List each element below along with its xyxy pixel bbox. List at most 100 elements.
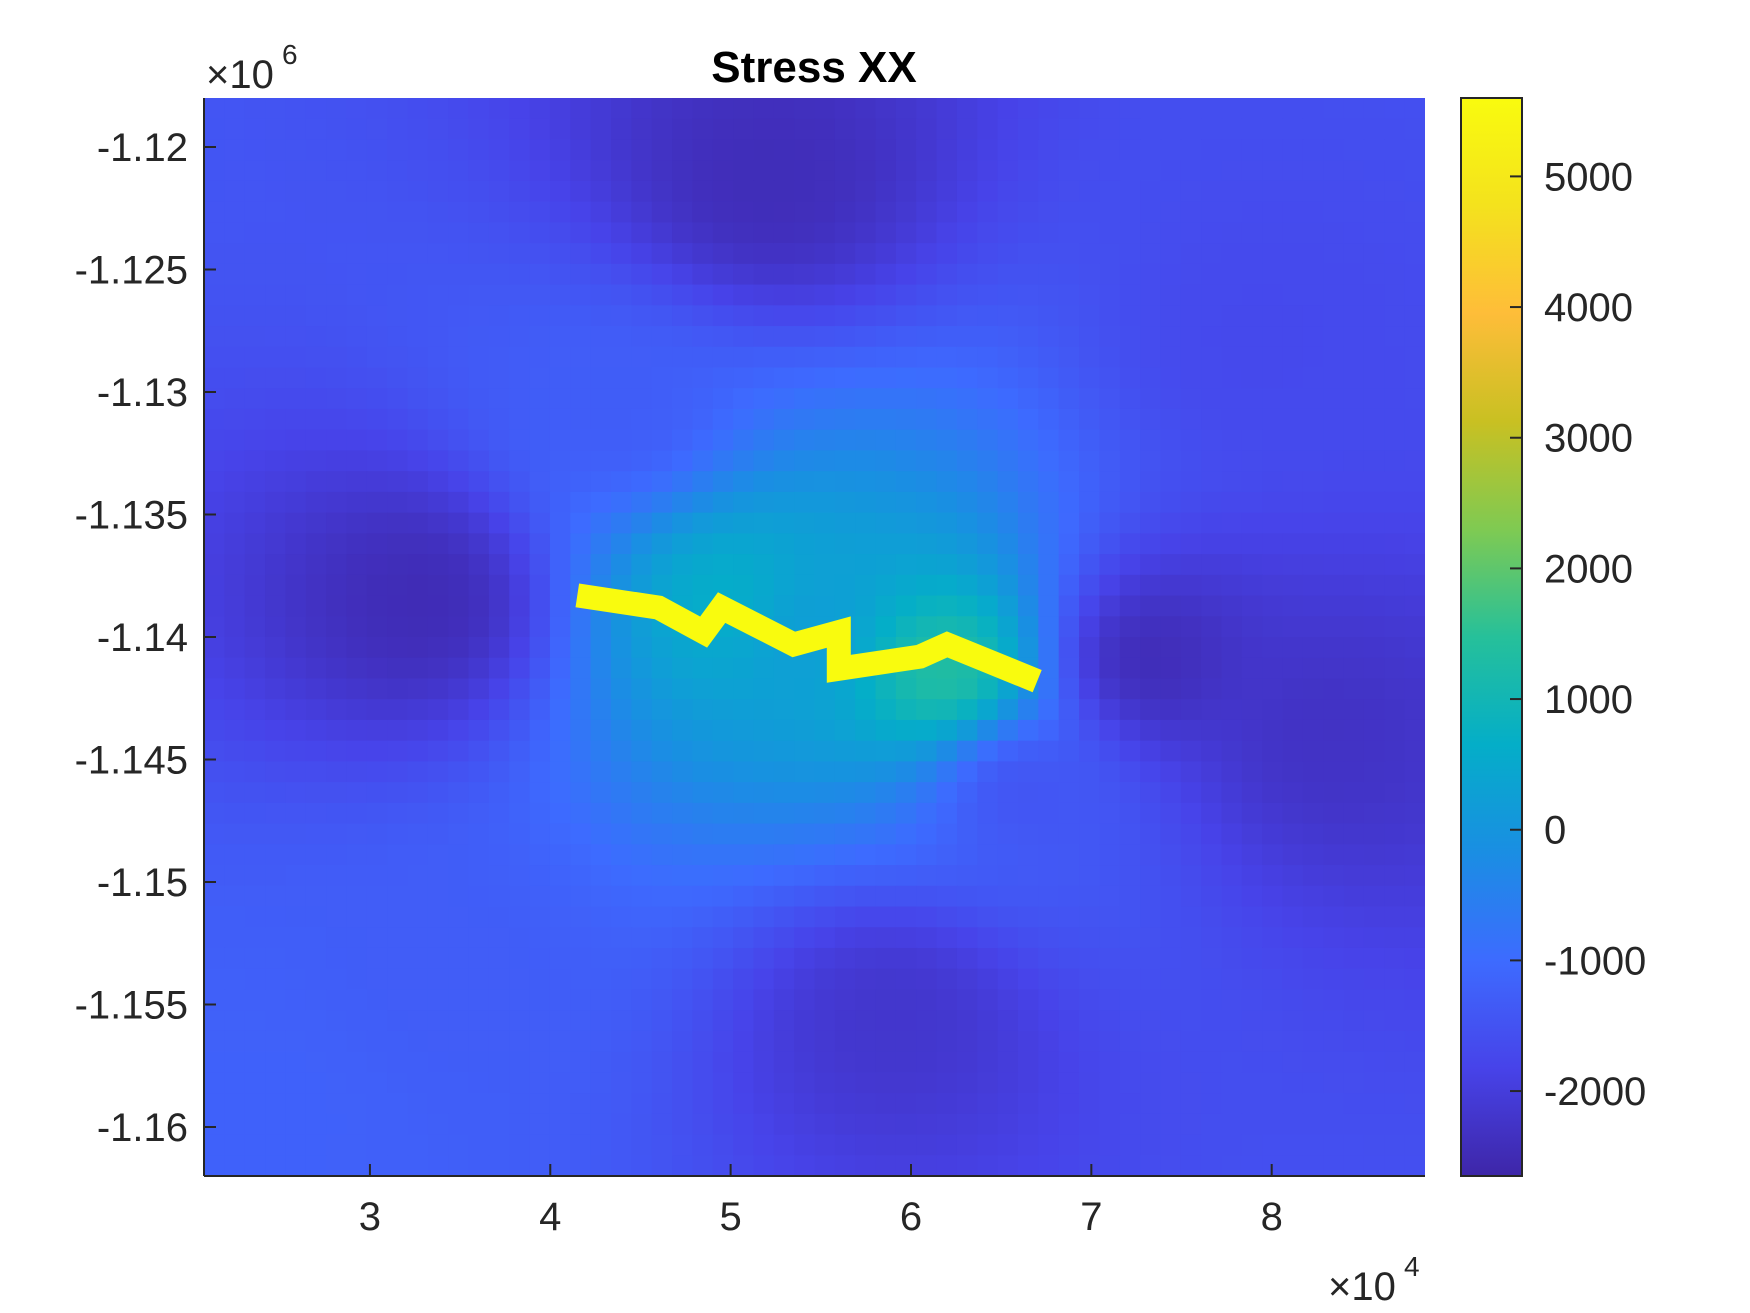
heatmap-cell <box>204 678 226 700</box>
heatmap-cell <box>895 823 918 846</box>
heatmap-cell <box>977 1010 999 1032</box>
heatmap-cell <box>916 906 938 929</box>
heatmap-cell <box>387 554 409 576</box>
heatmap-cell <box>936 554 958 576</box>
heatmap-cell <box>1140 98 1162 120</box>
heatmap-cell <box>794 471 816 493</box>
heatmap-cell <box>733 491 755 514</box>
heatmap-cell <box>549 408 572 431</box>
heatmap-cell <box>387 305 409 327</box>
heatmap-cell <box>1282 968 1304 991</box>
heatmap-cell <box>265 761 287 783</box>
heatmap-cell <box>488 637 511 659</box>
heatmap-cell <box>1058 160 1080 182</box>
heatmap-cell <box>773 1051 795 1074</box>
heatmap-cell <box>509 305 531 327</box>
heatmap-cell <box>1363 968 1386 991</box>
heatmap-cell <box>387 139 409 161</box>
heatmap-cell <box>346 968 368 991</box>
heatmap-cell <box>427 554 449 576</box>
heatmap-cell <box>488 1030 511 1053</box>
heatmap-cell <box>427 927 449 949</box>
heatmap-cell <box>631 450 653 472</box>
heatmap-cell <box>1038 616 1060 638</box>
heatmap-cell <box>224 865 246 887</box>
heatmap-cell <box>672 678 694 700</box>
heatmap-cell <box>285 305 307 327</box>
heatmap-cell <box>651 201 673 224</box>
heatmap-cell <box>611 1030 633 1053</box>
heatmap-cell <box>692 408 714 431</box>
heatmap-cell <box>672 989 694 1011</box>
heatmap-cell <box>265 139 287 161</box>
heatmap-cell <box>468 1134 490 1157</box>
heatmap-cell <box>285 263 307 286</box>
heatmap-cell <box>875 865 897 887</box>
heatmap-cell <box>1221 947 1243 970</box>
heatmap-cell <box>773 388 795 410</box>
heatmap-cell <box>488 1051 511 1074</box>
y-tick-label: -1.145 <box>75 739 188 783</box>
heatmap-cell <box>305 968 327 991</box>
heatmap-cell <box>448 1134 470 1157</box>
heatmap-cell <box>692 98 714 120</box>
heatmap-cell <box>814 533 836 555</box>
heatmap-cell <box>1323 284 1345 307</box>
heatmap-cell <box>1058 450 1080 472</box>
heatmap-cell <box>387 844 409 866</box>
heatmap-cell <box>1201 906 1223 929</box>
heatmap-cell <box>631 1113 653 1136</box>
heatmap-cell <box>855 429 877 452</box>
heatmap-cell <box>1099 1051 1121 1074</box>
heatmap-cell <box>570 968 592 991</box>
heatmap-cell <box>672 429 694 452</box>
heatmap-cell <box>1079 1113 1101 1136</box>
heatmap-cell <box>224 740 246 763</box>
heatmap-cell <box>1363 326 1386 348</box>
heatmap-cell <box>794 222 816 244</box>
heatmap-cell <box>1140 160 1162 182</box>
heatmap-cell <box>387 326 409 348</box>
heatmap-cell <box>1241 678 1263 700</box>
heatmap-cell <box>895 740 918 763</box>
heatmap-cell <box>794 906 816 929</box>
heatmap-cell <box>1262 719 1284 742</box>
heatmap-cell <box>1140 118 1162 141</box>
heatmap-cell <box>1262 989 1284 1011</box>
heatmap-cell <box>733 429 755 452</box>
heatmap-cell <box>570 989 592 1011</box>
heatmap-cell <box>672 1155 694 1176</box>
heatmap-cell <box>855 471 877 493</box>
heatmap-cell <box>305 160 327 182</box>
heatmap-cell <box>1282 947 1304 970</box>
heatmap-cell <box>1160 429 1182 452</box>
heatmap-cell <box>468 326 490 348</box>
heatmap-cell <box>1323 180 1345 203</box>
heatmap-cell <box>977 927 999 949</box>
heatmap-cell <box>1140 346 1162 369</box>
heatmap-cell <box>305 1155 327 1176</box>
heatmap-cell <box>773 968 795 991</box>
heatmap-cell <box>387 471 409 493</box>
heatmap-cell <box>834 284 856 307</box>
heatmap-cell <box>936 678 958 700</box>
y-multiplier-exponent: 6 <box>282 39 298 70</box>
heatmap-cell <box>427 595 449 618</box>
heatmap-cell <box>1038 947 1060 970</box>
heatmap-cell <box>1323 947 1345 970</box>
heatmap-cell <box>753 927 775 949</box>
heatmap-cell <box>468 1093 490 1115</box>
heatmap-cell <box>814 222 836 244</box>
heatmap-cell <box>366 719 388 742</box>
heatmap-cell <box>1282 450 1304 472</box>
heatmap-cell <box>956 595 979 618</box>
heatmap-cell <box>1262 740 1284 763</box>
heatmap-cell <box>224 1010 246 1032</box>
heatmap-cell <box>692 1051 714 1074</box>
heatmap-cell <box>1099 637 1121 659</box>
heatmap-cell <box>712 947 734 970</box>
heatmap-cell <box>672 160 694 182</box>
heatmap-cell <box>1221 595 1243 618</box>
heatmap-cell <box>265 180 287 203</box>
colorbar-gradient <box>1460 97 1523 1177</box>
